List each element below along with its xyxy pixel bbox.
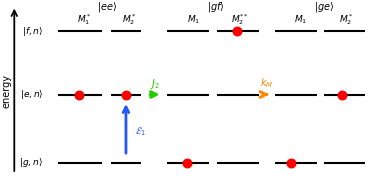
Point (339, 93, 345, 96)
Text: $|g, n\rangle$: $|g, n\rangle$ (20, 156, 43, 169)
Text: $\mathcal{E}_1$: $\mathcal{E}_1$ (135, 125, 146, 138)
Point (184, 161, 190, 164)
Text: $k_M$: $k_M$ (260, 77, 274, 91)
Text: $M_2^*$: $M_2^*$ (338, 12, 353, 27)
Point (234, 30, 240, 33)
Text: $J_2$: $J_2$ (150, 77, 159, 91)
Text: $|ge\rangle$: $|ge\rangle$ (314, 0, 334, 14)
Text: $M_2^*$: $M_2^*$ (122, 12, 137, 27)
Text: $|e, n\rangle$: $|e, n\rangle$ (20, 88, 43, 101)
Text: $M_1$: $M_1$ (294, 14, 308, 26)
Text: energy: energy (2, 74, 12, 108)
Text: $M_1$: $M_1$ (187, 14, 200, 26)
Text: $|f, n\rangle$: $|f, n\rangle$ (22, 25, 43, 38)
Point (288, 161, 294, 164)
Text: $M_1^*$: $M_1^*$ (77, 12, 92, 27)
Point (123, 93, 129, 96)
Point (76, 93, 82, 96)
Text: $|ee\rangle$: $|ee\rangle$ (97, 0, 117, 14)
Text: $|gf\rangle$: $|gf\rangle$ (207, 0, 225, 14)
Text: $M_2^{**}$: $M_2^{**}$ (231, 12, 249, 27)
